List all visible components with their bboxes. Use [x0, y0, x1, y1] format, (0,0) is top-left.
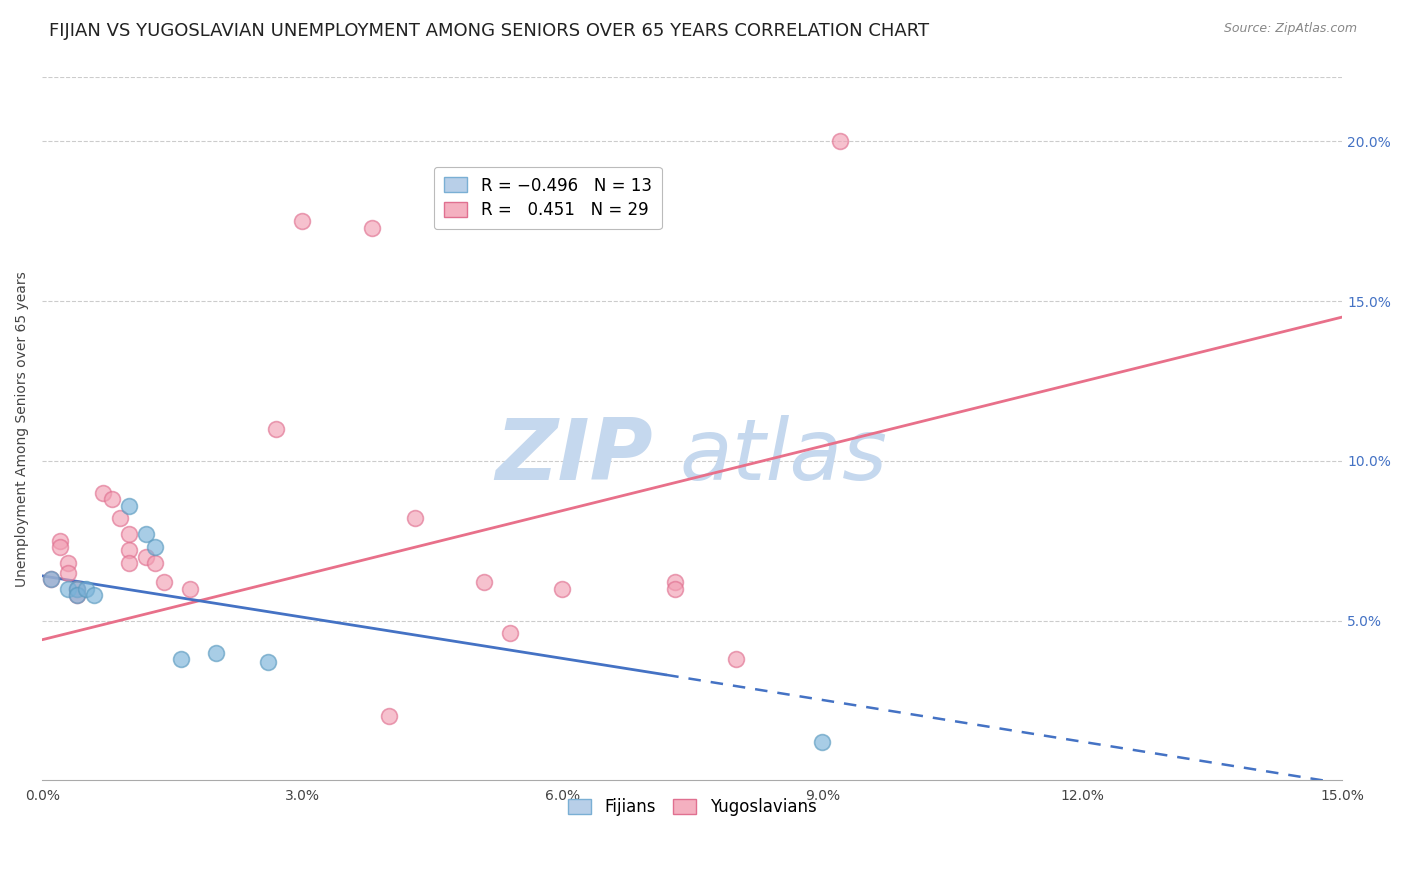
Point [143, 540, 166, 554]
Point [39, 572, 62, 586]
Point [828, 134, 851, 148]
Point [378, 709, 401, 723]
Text: Source: ZipAtlas.com: Source: ZipAtlas.com [1223, 22, 1357, 36]
Point [48, 533, 70, 548]
Text: atlas: atlas [679, 416, 887, 499]
Point [58, 556, 80, 570]
Point [499, 626, 522, 640]
Point [118, 556, 141, 570]
Point [66, 588, 89, 602]
Point [135, 527, 157, 541]
Point [58, 582, 80, 596]
Point [58, 566, 80, 580]
Y-axis label: Unemployment Among Seniors over 65 years: Unemployment Among Seniors over 65 years [15, 271, 30, 587]
Point [360, 220, 382, 235]
Point [66, 582, 89, 596]
Point [66, 588, 89, 602]
Point [152, 575, 174, 590]
Point [291, 214, 314, 228]
Point [39, 572, 62, 586]
Point [204, 646, 226, 660]
Point [264, 422, 287, 436]
Point [118, 527, 141, 541]
Point [108, 511, 131, 525]
Point [48, 540, 70, 554]
Point [811, 735, 834, 749]
Point [118, 543, 141, 558]
Point [75, 582, 97, 596]
Point [664, 575, 686, 590]
Point [143, 556, 166, 570]
Point [118, 499, 141, 513]
Point [179, 582, 201, 596]
Point [135, 549, 157, 564]
Point [83, 588, 105, 602]
Point [724, 652, 747, 666]
Point [664, 582, 686, 596]
Point [66, 582, 89, 596]
Point [551, 582, 574, 596]
Text: FIJIAN VS YUGOSLAVIAN UNEMPLOYMENT AMONG SENIORS OVER 65 YEARS CORRELATION CHART: FIJIAN VS YUGOSLAVIAN UNEMPLOYMENT AMONG… [49, 22, 929, 40]
Legend: Fijians, Yugoslavians: Fijians, Yugoslavians [560, 790, 825, 825]
Point [404, 511, 426, 525]
Text: ZIP: ZIP [495, 416, 654, 499]
Point [100, 492, 122, 507]
Point [170, 652, 193, 666]
Point [91, 485, 114, 500]
Point [472, 575, 495, 590]
Point [256, 655, 278, 669]
